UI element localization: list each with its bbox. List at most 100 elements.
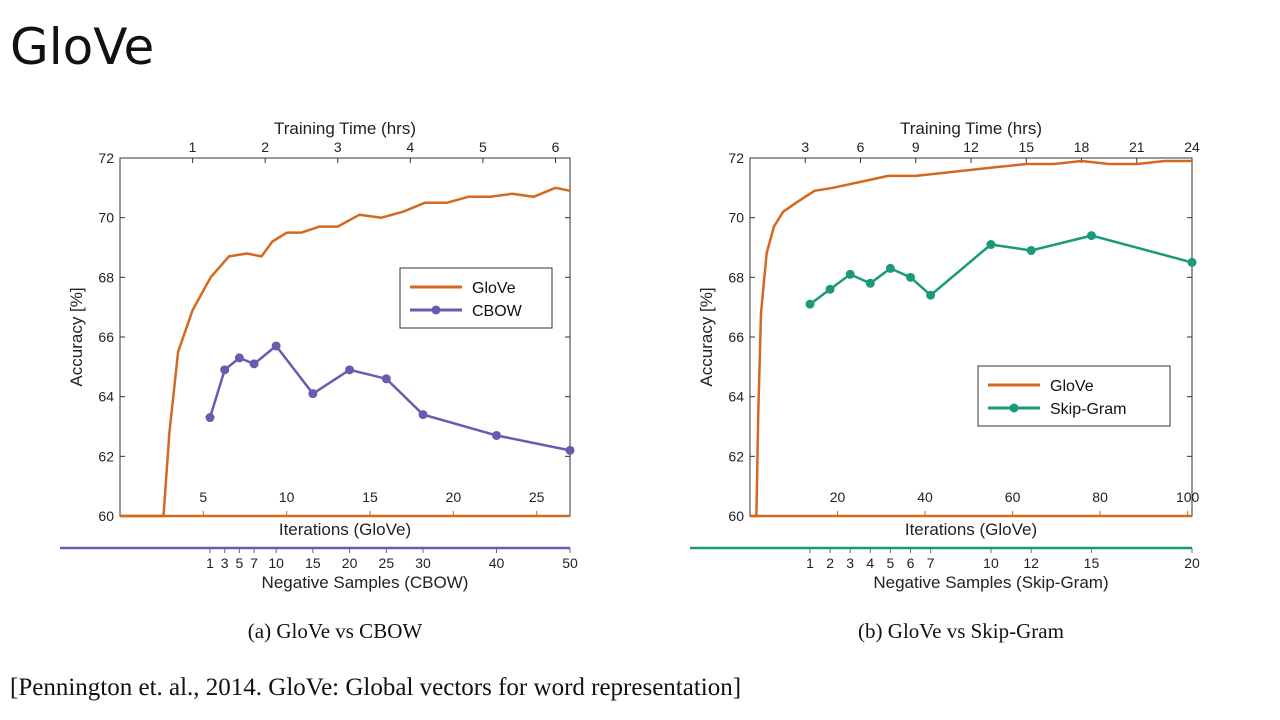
negative-samples-tick-label: 2 xyxy=(826,555,834,571)
series-point-skip-gram xyxy=(1086,231,1096,241)
negative-samples-tick-label: 5 xyxy=(887,555,895,571)
legend-label-glove: GloVe xyxy=(1050,378,1094,395)
y-tick-label: 64 xyxy=(98,389,114,405)
series-point-cbow xyxy=(308,389,318,399)
series-layer xyxy=(750,159,1197,518)
legend-marker-skip-gram xyxy=(1009,403,1019,413)
iterations-tick-label: 20 xyxy=(830,489,846,505)
chart-caption: (b) GloVe vs Skip-Gram xyxy=(858,619,1064,643)
series-point-cbow xyxy=(205,413,215,423)
series-point-skip-gram xyxy=(986,240,996,250)
y-tick-label: 70 xyxy=(98,210,114,226)
series-point-cbow xyxy=(234,353,244,363)
y-tick-label: 72 xyxy=(728,150,744,166)
plot-frame xyxy=(119,157,571,517)
legend-label-skip-gram: Skip-Gram xyxy=(1050,401,1126,418)
negative-samples-tick-label: 3 xyxy=(221,555,229,571)
top-tick-label: 15 xyxy=(1018,139,1034,155)
series-point-skip-gram xyxy=(926,290,936,300)
y-tick-label: 62 xyxy=(98,448,114,464)
negative-samples-tick-label: 5 xyxy=(235,555,243,571)
legend: GloVe CBOW xyxy=(399,267,553,329)
y-tick-label: 60 xyxy=(728,508,744,524)
top-tick-label: 5 xyxy=(479,139,487,155)
negative-samples-tick-label: 40 xyxy=(489,555,505,571)
slide-title: GloVe xyxy=(10,18,155,76)
top-tick-label: 6 xyxy=(857,139,865,155)
iterations-axis-label: Iterations (GloVe) xyxy=(279,520,411,539)
top-axis-training-time: 3 6 9 12 15 18 21 24 xyxy=(801,139,1200,163)
negative-samples-tick-label: 15 xyxy=(305,555,321,571)
iterations-tick-label: 15 xyxy=(362,489,378,505)
legend-label-cbow: CBOW xyxy=(472,303,523,320)
iterations-axis: 5 10 15 20 25 xyxy=(120,489,570,518)
negative-samples-tick-label: 1 xyxy=(806,555,814,571)
series-point-cbow xyxy=(565,445,575,455)
negative-samples-tick-label: 30 xyxy=(415,555,431,571)
plot-border xyxy=(749,157,1193,517)
negative-samples-tick-label: 4 xyxy=(866,555,874,571)
iterations-tick-label: 60 xyxy=(1005,489,1021,505)
iterations-tick-label: 100 xyxy=(1176,489,1200,505)
top-axis-label: Training Time (hrs) xyxy=(274,119,416,138)
negative-samples-tick-label: 1 xyxy=(206,555,214,571)
series-point-skip-gram xyxy=(1026,245,1036,255)
negative-samples-tick-label: 7 xyxy=(927,555,935,571)
iterations-tick-label: 5 xyxy=(199,489,207,505)
series-point-skip-gram xyxy=(865,278,875,288)
series-line-glove xyxy=(120,186,571,518)
top-tick-label: 4 xyxy=(406,139,414,155)
series-point-cbow xyxy=(418,410,428,420)
negative-samples-axis-label: Negative Samples (CBOW) xyxy=(262,573,469,592)
top-tick-label: 21 xyxy=(1129,139,1145,155)
series-point-skip-gram xyxy=(906,272,916,282)
y-tick-label: 68 xyxy=(728,269,744,285)
y-tick-label: 66 xyxy=(728,329,744,345)
iterations-tick-label: 25 xyxy=(529,489,545,505)
series-point-cbow xyxy=(249,359,259,369)
y-tick-label: 62 xyxy=(728,448,744,464)
y-axis: 60 62 64 66 68 70 72 xyxy=(728,150,1192,524)
series-line-glove xyxy=(750,159,1192,518)
series-layer xyxy=(120,186,575,518)
iterations-tick-label: 10 xyxy=(279,489,295,505)
citation: [Pennington et. al., 2014. GloVe: Global… xyxy=(10,674,742,701)
series-point-cbow xyxy=(345,365,355,375)
y-tick-label: 64 xyxy=(728,389,744,405)
series-point-skip-gram xyxy=(825,284,835,294)
series-point-cbow xyxy=(492,430,502,440)
top-tick-label: 24 xyxy=(1184,139,1200,155)
series-line-cbow xyxy=(208,344,571,452)
iterations-tick-label: 80 xyxy=(1092,489,1108,505)
series-point-skip-gram xyxy=(1187,257,1197,267)
negative-samples-tick-label: 15 xyxy=(1084,555,1100,571)
negative-samples-tick-label: 10 xyxy=(983,555,999,571)
top-tick-label: 3 xyxy=(334,139,342,155)
y-axis: 60 62 64 66 68 70 72 xyxy=(98,150,570,524)
y-tick-label: 60 xyxy=(98,508,114,524)
legend-box xyxy=(977,365,1171,427)
iterations-tick-label: 20 xyxy=(446,489,462,505)
top-tick-label: 18 xyxy=(1074,139,1090,155)
legend: GloVe Skip-Gram xyxy=(977,365,1171,427)
top-tick-label: 6 xyxy=(552,139,560,155)
negative-samples-tick-label: 12 xyxy=(1023,555,1039,571)
iterations-axis: 20 40 60 80 100 xyxy=(750,489,1200,518)
top-tick-label: 2 xyxy=(261,139,269,155)
top-axis-label: Training Time (hrs) xyxy=(900,119,1042,138)
series-point-cbow xyxy=(271,341,281,351)
negative-samples-tick-label: 20 xyxy=(1184,555,1200,571)
negative-samples-tick-label: 20 xyxy=(342,555,358,571)
chart-caption: (a) GloVe vs CBOW xyxy=(248,619,423,643)
y-tick-label: 66 xyxy=(98,329,114,345)
negative-samples-tick-label: 25 xyxy=(379,555,395,571)
negative-samples-tick-label: 6 xyxy=(907,555,915,571)
series-point-skip-gram xyxy=(805,299,815,309)
series-point-cbow xyxy=(220,365,230,375)
series-point-skip-gram xyxy=(885,263,895,273)
plot-frame xyxy=(749,157,1193,517)
top-tick-label: 12 xyxy=(963,139,979,155)
negative-samples-axis-label: Negative Samples (Skip-Gram) xyxy=(873,573,1108,592)
